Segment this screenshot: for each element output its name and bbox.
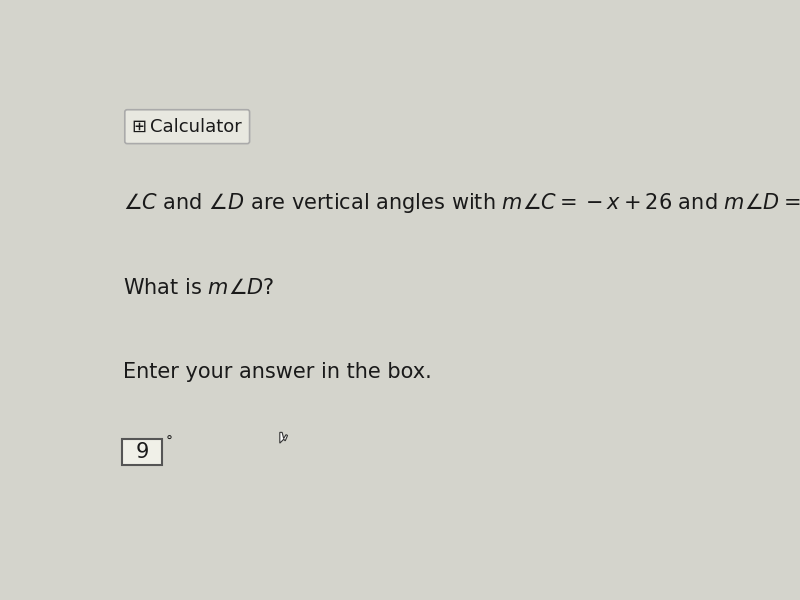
- Text: Enter your answer in the box.: Enter your answer in the box.: [123, 362, 432, 382]
- Text: $\angle C$ and $\angle D$ are vertical angles with $m\angle C = -x + 26$ and $m\: $\angle C$ and $\angle D$ are vertical a…: [123, 191, 800, 215]
- Text: 9: 9: [135, 442, 149, 461]
- FancyBboxPatch shape: [122, 439, 162, 464]
- Polygon shape: [280, 433, 287, 443]
- FancyBboxPatch shape: [125, 110, 250, 143]
- Text: °: °: [166, 434, 173, 449]
- Text: Calculator: Calculator: [150, 118, 242, 136]
- Text: ⊞: ⊞: [131, 118, 146, 136]
- Text: What is $m\angle D$?: What is $m\angle D$?: [123, 278, 274, 298]
